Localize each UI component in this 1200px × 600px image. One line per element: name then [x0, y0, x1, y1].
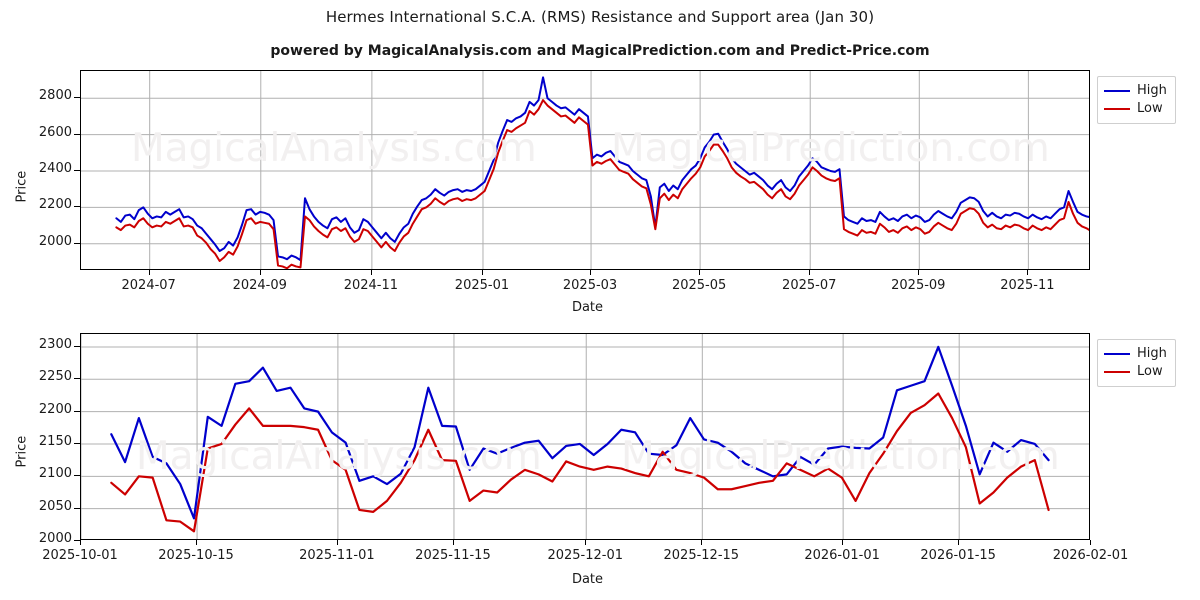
legend-label-low: Low [1137, 101, 1163, 116]
ytick-label: 2250 [38, 369, 72, 385]
ytick-mark [74, 206, 80, 208]
legend-row-high: High [1104, 82, 1167, 100]
xtick-mark [452, 540, 454, 545]
xtick-label: 2025-11 [1000, 278, 1055, 293]
legend-row-high-2: High [1104, 345, 1167, 363]
xtick-label: 2025-01 [454, 278, 510, 293]
legend-row-low-2: Low [1104, 363, 1167, 381]
ytick-mark [74, 378, 80, 380]
xtick-label: 2025-11-15 [415, 548, 491, 563]
page-title: Hermes International S.C.A. (RMS) Resist… [325, 8, 875, 26]
xtick-label: 2024-09 [232, 278, 287, 293]
xtick-mark [259, 270, 261, 275]
series-line-low [115, 99, 1089, 269]
ytick-mark [74, 540, 80, 541]
xtick-mark [958, 540, 960, 545]
ytick-label: 2600 [38, 124, 72, 140]
legend-swatch-low-2 [1104, 371, 1130, 373]
xtick-mark [148, 270, 150, 275]
xtick-label: 2024-11 [343, 278, 399, 293]
series-line-high [115, 76, 1089, 262]
xtick-label: 2025-09 [891, 278, 946, 293]
xtick-mark [699, 270, 701, 275]
legend-swatch-high-2 [1104, 353, 1130, 355]
top-chart-xlabel: Date [571, 300, 604, 315]
ytick-mark [74, 442, 80, 444]
xtick-label: 2025-03 [562, 278, 618, 293]
ytick-label: 2000 [38, 233, 72, 249]
ytick-label: 2400 [38, 161, 72, 176]
series-line-high [110, 345, 1050, 520]
legend-swatch-high [1104, 90, 1130, 92]
legend-row-low: Low [1104, 100, 1167, 118]
ytick-mark [74, 170, 80, 171]
xtick-mark [196, 540, 198, 545]
xtick-mark [585, 540, 587, 545]
xtick-label: 2026-01-01 [804, 548, 880, 563]
bottom-chart-legend[interactable]: High Low [1097, 339, 1176, 387]
xtick-mark [336, 540, 338, 545]
ytick-mark [74, 507, 80, 509]
top-chart-plot-area: MagicalAnalysis.com MagicalPrediction.co… [80, 70, 1090, 270]
xtick-mark [1090, 540, 1092, 545]
ytick-mark [74, 97, 80, 99]
ytick-mark [74, 410, 80, 412]
legend-label-high-2: High [1137, 346, 1167, 361]
ytick-mark [74, 475, 80, 477]
bottom-chart-plot-area: MagicalAnalysis.com MagicalPrediction.co… [80, 333, 1090, 540]
xtick-label: 2026-02-01 [1052, 548, 1129, 563]
page-subtitle: powered by MagicalAnalysis.com and Magic… [270, 43, 930, 59]
xtick-label: 2026-01-15 [920, 548, 996, 563]
xtick-label: 2025-10-15 [158, 548, 234, 563]
legend-swatch-low [1104, 108, 1130, 110]
xtick-label: 2025-12-15 [663, 548, 740, 563]
ytick-label: 2050 [38, 498, 72, 514]
ytick-label: 2000 [38, 531, 72, 546]
xtick-mark [701, 540, 703, 545]
ytick-mark [74, 242, 80, 244]
xtick-label: 2025-07 [782, 278, 837, 293]
xtick-mark [918, 270, 920, 275]
bottom-chart-panel: Price MagicalAnalysis.com MagicalPredict… [0, 310, 1200, 600]
xtick-mark [809, 270, 811, 275]
ytick-label: 2100 [38, 466, 72, 482]
ytick-label: 2800 [38, 88, 72, 104]
legend-label-low-2: Low [1137, 364, 1163, 379]
ytick-label: 2200 [38, 197, 72, 213]
series-line-low [110, 392, 1050, 533]
xtick-mark [1027, 270, 1029, 275]
ytick-label: 2300 [38, 336, 72, 352]
ytick-label: 2200 [38, 401, 72, 417]
xtick-mark [370, 270, 372, 275]
xtick-label: 2025-10-01 [42, 548, 118, 563]
ytick-label: 2150 [38, 433, 72, 449]
xtick-label: 2025-12-01 [547, 548, 624, 563]
xtick-mark [842, 540, 844, 545]
xtick-label: 2025-05 [671, 278, 727, 293]
ytick-mark [74, 345, 80, 347]
bottom-chart-xlabel: Date [571, 572, 604, 587]
xtick-mark [80, 540, 81, 545]
xtick-mark [590, 270, 592, 275]
xtick-mark [481, 270, 483, 275]
ytick-mark [74, 133, 80, 135]
top-chart-panel: Price MagicalAnalysis.com MagicalPredict… [15, 70, 1176, 315]
xtick-label: 2025-11-01 [299, 548, 375, 563]
top-chart-legend[interactable]: High Low [1097, 76, 1176, 124]
top-chart-svg [81, 71, 1089, 269]
legend-label-high: High [1137, 83, 1167, 98]
xtick-label: 2024-07 [121, 278, 176, 293]
bottom-chart-svg [81, 334, 1089, 539]
